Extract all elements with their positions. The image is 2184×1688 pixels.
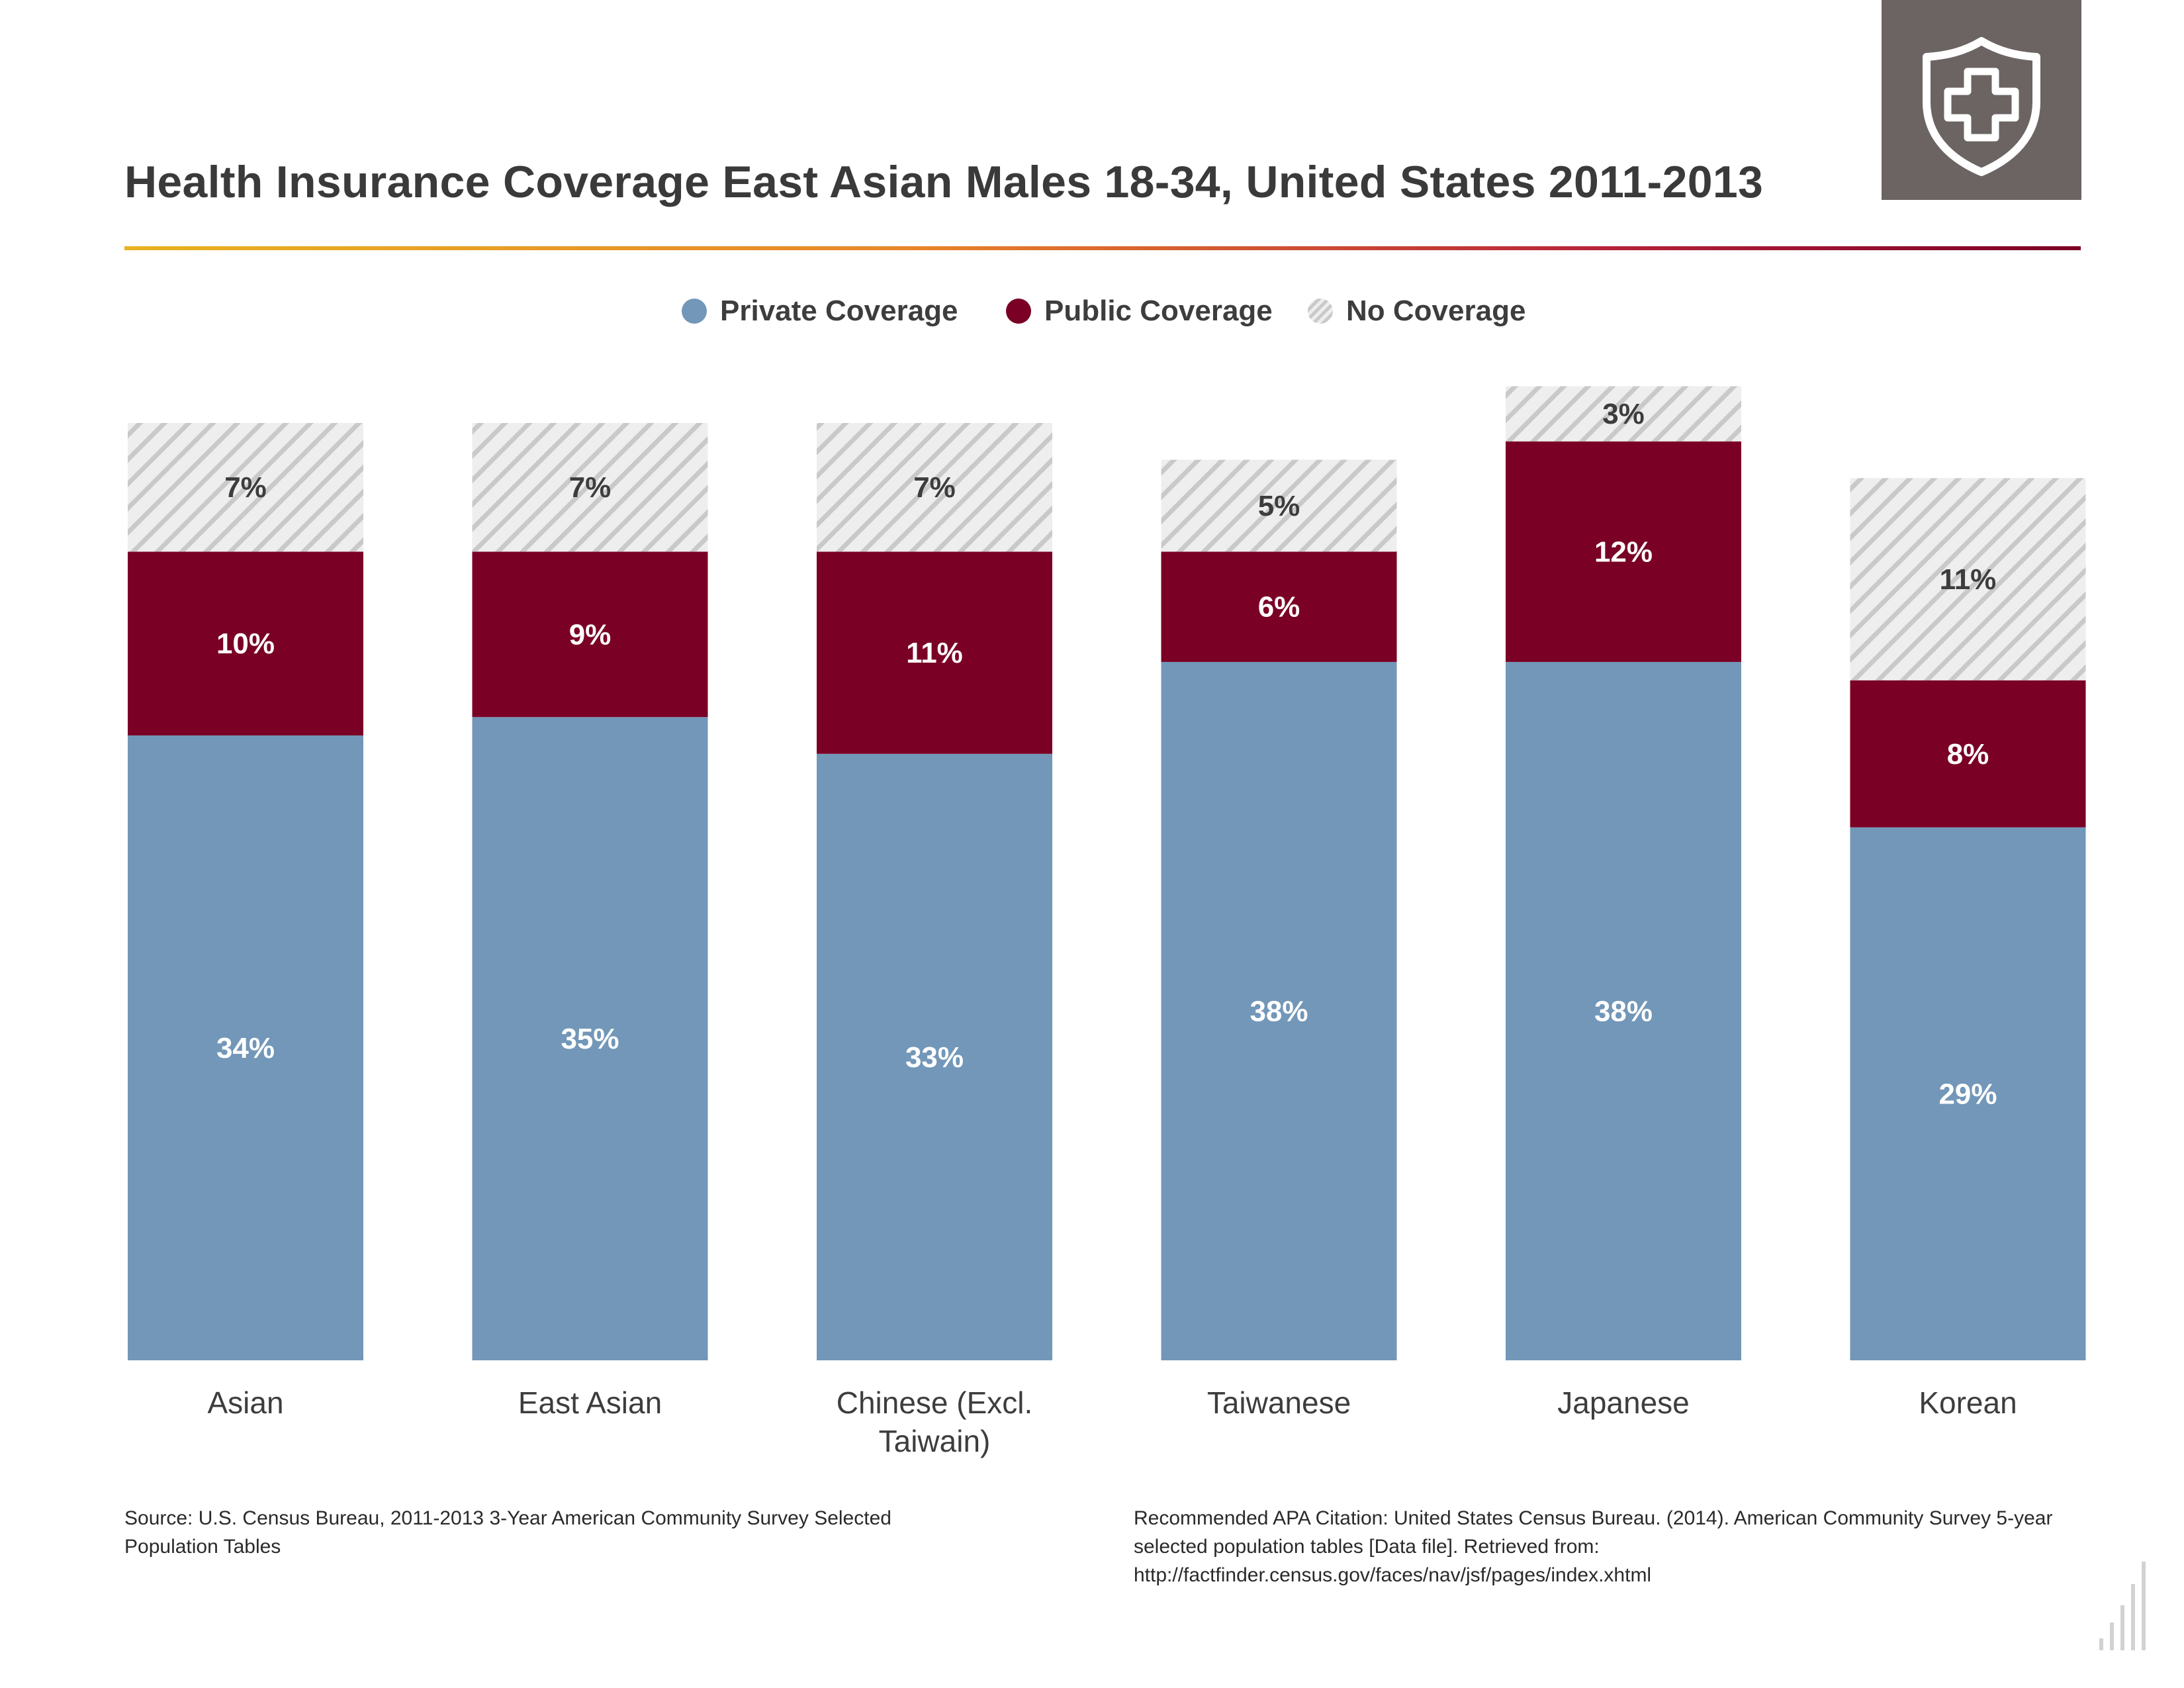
bar-public — [1850, 680, 2086, 827]
bar-private — [1506, 661, 1741, 1360]
category-label: Japanese — [1557, 1385, 1690, 1420]
data-label-public: 11% — [906, 637, 963, 669]
chart-legend: Private Coverage Public Coverage No Cove… — [0, 291, 2184, 331]
shield-medical-cross-icon — [1923, 37, 2040, 176]
data-label-private: 35% — [561, 1023, 619, 1055]
stacked-bar-chart: 34% 10% 7% Asian 35% 9% 7% East Asian 33% 11% 7% Ch… — [128, 386, 2086, 1458]
apa-citation: Recommended APA Citation: United States … — [1134, 1507, 2053, 1586]
bar-none — [1161, 459, 1397, 552]
shield-cross-badge — [1882, 0, 2081, 200]
data-label-public: 9% — [569, 618, 612, 651]
signal-bars-icon — [2099, 1562, 2146, 1650]
bar-none — [128, 423, 363, 552]
legend-none: No Coverage — [1308, 291, 1525, 331]
data-label-public: 10% — [216, 628, 275, 660]
legend-public-label: Public Coverage — [1044, 295, 1273, 327]
data-label-none: 7% — [913, 471, 956, 504]
bar-none — [1850, 478, 2086, 680]
data-label-private: 38% — [1594, 995, 1653, 1027]
data-label-none: 11% — [1940, 563, 1997, 596]
bar-public — [817, 551, 1052, 754]
legend-none-swatch — [1308, 299, 1333, 324]
category-label: Chinese (Excl. Taiwain) — [837, 1385, 1033, 1458]
bar-private — [1850, 827, 2086, 1360]
bar-public — [1506, 441, 1741, 662]
bar-public — [128, 551, 363, 735]
page-title: Health Insurance Coverage East Asian Mal… — [124, 157, 1764, 207]
bar-public — [1161, 551, 1397, 662]
category-label: Taiwanese — [1207, 1385, 1351, 1420]
legend-public-swatch — [1006, 299, 1031, 324]
data-label-public: 12% — [1594, 536, 1653, 568]
data-label-public: 6% — [1258, 591, 1300, 624]
bar-private — [128, 735, 363, 1360]
data-label-private: 29% — [1938, 1078, 1997, 1110]
bar-public — [472, 551, 708, 718]
bar-none — [1506, 386, 1741, 442]
legend-none-label: No Coverage — [1346, 295, 1526, 327]
bar-private — [817, 753, 1052, 1360]
data-label-private: 34% — [216, 1032, 275, 1064]
data-label-none: 7% — [569, 471, 612, 504]
legend-private-label: Private Coverage — [720, 295, 958, 327]
legend-public: Public Coverage — [1006, 291, 1273, 331]
bar-private — [1161, 661, 1397, 1360]
data-label-none: 3% — [1602, 398, 1645, 430]
data-label-private: 38% — [1250, 995, 1308, 1027]
bar-none — [472, 423, 708, 552]
bar-none — [817, 423, 1052, 552]
category-label: Asian — [207, 1385, 283, 1420]
source-note: Source: U.S. Census Bureau, 2011-2013 3-… — [124, 1507, 891, 1558]
bar-private — [472, 717, 708, 1360]
data-label-none: 7% — [224, 471, 267, 504]
data-label-public: 8% — [1947, 738, 1989, 771]
category-label: East Asian — [518, 1385, 662, 1420]
category-label: Korean — [1919, 1385, 2017, 1420]
data-label-none: 5% — [1258, 490, 1300, 522]
title-accent-rule — [124, 246, 2081, 250]
data-label-private: 33% — [905, 1041, 964, 1074]
legend-private-swatch — [682, 299, 707, 324]
legend-private: Private Coverage — [682, 291, 958, 331]
